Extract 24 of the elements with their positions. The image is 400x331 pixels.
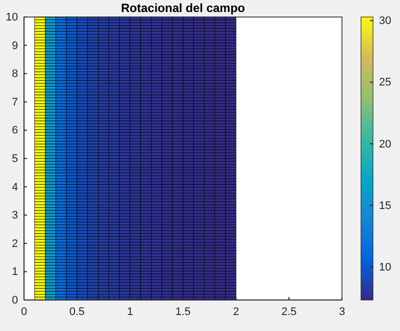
y-tick-label: 10 [6,12,18,24]
x-tick-label: 0 [20,306,28,318]
y-tick-label: 6 [12,124,18,137]
y-tick-label: 1 [12,266,18,278]
color-bar-label: 15 [379,200,392,212]
y-tick-label: 8 [12,68,18,80]
color-bar-label: 10 [379,261,392,274]
y-tick-label: 7 [12,96,18,108]
color-bar-label: 20 [379,138,392,150]
x-tick-label: 1 [126,306,134,318]
x-tick-label: 2.5 [281,306,297,318]
x-tick-label: 3 [338,306,346,318]
y-tick-label: 9 [12,40,18,52]
y-tick-label: 0 [12,294,18,307]
color-bar-label: 25 [379,76,392,89]
y-tick-label: 2 [12,238,18,250]
x-tick-label: 1.5 [175,306,191,318]
y-tick-label: 3 [12,210,18,222]
y-tick-label: 5 [12,153,18,166]
chart-title: Rotacional del campo [120,1,246,15]
x-tick-label: 0.5 [69,306,85,318]
x-tick-label: 2 [232,306,240,318]
color-bar-label: 30 [379,15,392,28]
y-tick-label: 4 [12,181,18,194]
